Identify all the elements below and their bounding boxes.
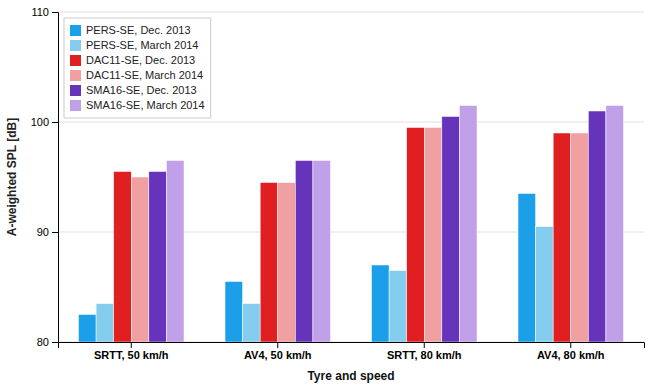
legend-swatch — [70, 85, 81, 96]
bar — [459, 106, 477, 343]
bar — [606, 106, 624, 343]
grid-line — [58, 12, 644, 13]
legend-label: SMA16-SE, March 2014 — [86, 99, 205, 111]
bar — [389, 271, 407, 343]
bar — [225, 282, 243, 343]
legend-swatch — [70, 100, 81, 111]
tick-mark — [52, 122, 58, 123]
tick-mark — [570, 342, 571, 348]
legend-swatch — [70, 55, 81, 66]
bar — [131, 177, 149, 342]
legend-swatch — [70, 40, 81, 51]
tick-mark — [424, 342, 425, 348]
x-axis-title: Tyre and speed — [307, 369, 394, 383]
x-axis: SRTT, 50 km/h AV4, 50 km/h SRTT, 80 km/h AV… — [59, 342, 645, 361]
tick: 90 — [37, 226, 58, 238]
legend-item: DAC11-SE, March 2014 — [70, 69, 203, 81]
legend-label: DAC11-SE, March 2014 — [86, 69, 203, 81]
tick-mark — [52, 12, 58, 13]
legend-item: PERS-SE, March 2014 — [70, 39, 199, 51]
legend-item: SMA16-SE, Dec. 2013 — [70, 84, 197, 96]
bar — [96, 304, 114, 343]
grid-line — [58, 122, 644, 123]
plot: 8090100110SRTT, 50 km/hAV4, 50 km/hSRTT,… — [31, 6, 645, 361]
bar — [260, 183, 278, 343]
bar — [553, 133, 571, 342]
series — [149, 111, 606, 342]
legend: PERS-SE, Dec. 2013 PERS-SE, March 2014 DAC… — [64, 18, 211, 118]
bar — [518, 194, 536, 343]
bar — [372, 265, 390, 342]
legend-box — [64, 18, 211, 118]
series — [131, 128, 588, 343]
legend-item: DAC11-SE, Dec. 2013 — [70, 54, 195, 66]
tick-label: AV4, 50 km/h — [244, 349, 312, 361]
legend-swatch — [70, 25, 81, 36]
tick: AV4, 50 km/h — [244, 342, 312, 361]
bars — [79, 106, 624, 343]
legend-swatch — [70, 70, 81, 81]
tick-mark — [277, 342, 278, 348]
tick-label: SRTT, 80 km/h — [387, 349, 462, 361]
legend-label: PERS-SE, Dec. 2013 — [86, 24, 191, 36]
series — [114, 128, 571, 343]
tick: 80 — [37, 336, 58, 348]
axis-line — [52, 13, 59, 343]
tick-mark — [52, 232, 58, 233]
grid — [58, 12, 644, 342]
bar — [149, 172, 167, 343]
bar — [278, 183, 296, 343]
tick-label: 80 — [37, 336, 49, 348]
chart: 8090100110SRTT, 50 km/hAV4, 50 km/hSRTT,… — [0, 0, 658, 388]
bar — [243, 304, 261, 343]
bar — [79, 315, 97, 343]
bar — [571, 133, 589, 342]
legend-label: PERS-SE, March 2014 — [86, 39, 199, 51]
tick: AV4, 80 km/h — [537, 342, 605, 361]
y-axis-title: A-weighted SPL [dB] — [5, 118, 19, 236]
series — [166, 106, 623, 343]
bar — [442, 117, 460, 343]
tick-label: 90 — [37, 226, 49, 238]
bar — [114, 172, 132, 343]
legend-item: SMA16-SE, March 2014 — [70, 99, 205, 111]
tick-label: 110 — [31, 6, 49, 18]
axis-line — [59, 343, 645, 349]
tick-mark — [52, 342, 58, 343]
tick-label: AV4, 80 km/h — [537, 349, 605, 361]
bar — [313, 161, 331, 343]
tick-mark — [131, 342, 132, 348]
tick: SRTT, 80 km/h — [387, 342, 462, 361]
bar — [407, 128, 425, 343]
bar — [424, 128, 442, 343]
legend-label: SMA16-SE, Dec. 2013 — [86, 84, 197, 96]
bar — [588, 111, 606, 342]
tick: 100 — [31, 116, 58, 128]
legend-item: PERS-SE, Dec. 2013 — [70, 24, 191, 36]
tick-label: 100 — [31, 116, 49, 128]
y-axis: 80 90 100 110 — [31, 6, 59, 348]
bar — [166, 161, 184, 343]
tick: SRTT, 50 km/h — [94, 342, 169, 361]
tick: 110 — [31, 6, 58, 18]
bar — [295, 161, 313, 343]
legend-label: DAC11-SE, Dec. 2013 — [86, 54, 195, 66]
bar — [536, 227, 554, 343]
tick-label: SRTT, 50 km/h — [94, 349, 169, 361]
